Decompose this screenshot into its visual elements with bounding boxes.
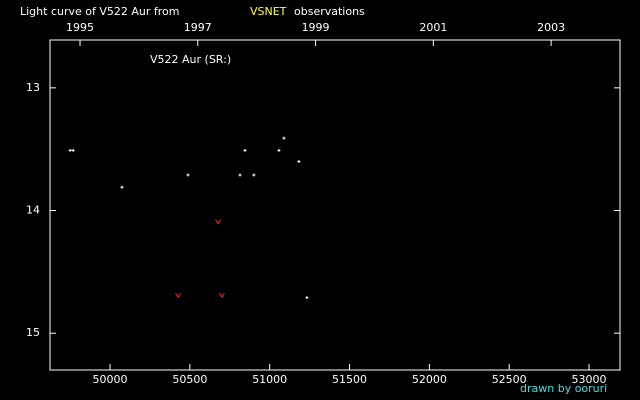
x-tick-label: 51500 (332, 373, 367, 386)
data-point (305, 296, 309, 300)
data-point (252, 173, 256, 177)
credit: drawn by ooruri (520, 382, 607, 395)
data-point (297, 159, 301, 163)
data-point (243, 148, 247, 152)
chart-title: Light curve of V522 Aur from (20, 5, 180, 18)
data-point (238, 173, 242, 177)
data-point (68, 148, 72, 152)
x-tick-label: 50000 (93, 373, 128, 386)
star-label: V522 Aur (SR:) (150, 53, 231, 66)
x-tick-label: 52000 (412, 373, 447, 386)
x2-tick-label: 1995 (66, 21, 94, 34)
x2-tick-label: 2003 (537, 21, 565, 34)
upper-limit-point (175, 292, 181, 299)
y-tick-label: 15 (26, 326, 40, 339)
chart-title-highlight: VSNET (250, 5, 287, 18)
x2-tick-label: 1999 (302, 21, 330, 34)
data-point (71, 148, 75, 152)
data-point (186, 173, 190, 177)
x-tick-label: 50500 (172, 373, 207, 386)
data-point (282, 136, 286, 140)
x-tick-label: 51000 (252, 373, 287, 386)
y-tick-label: 14 (26, 204, 40, 217)
data-point (120, 185, 124, 189)
y-tick-label: 13 (26, 81, 40, 94)
upper-limit-point (215, 219, 221, 225)
upper-limit-point (219, 292, 225, 299)
data-point (277, 148, 281, 152)
x-tick-label: 52500 (492, 373, 527, 386)
x2-tick-label: 1997 (184, 21, 212, 34)
chart-title-end: observations (294, 5, 365, 18)
plot-frame (49, 39, 621, 371)
x2-tick-label: 2001 (419, 21, 447, 34)
x-tick-label: 53000 (572, 373, 607, 386)
